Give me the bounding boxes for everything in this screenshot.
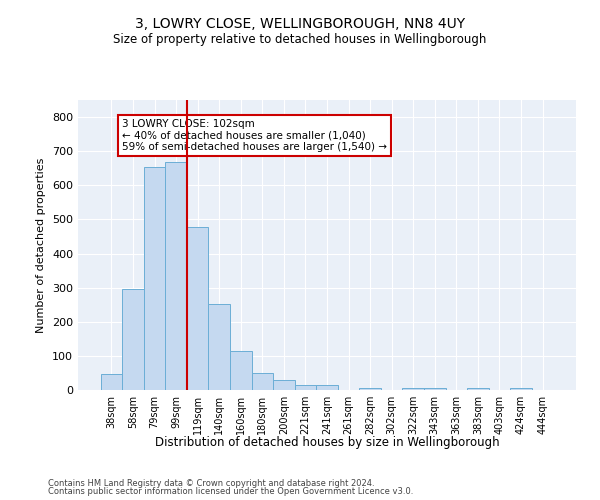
Bar <box>273 380 295 390</box>
Bar <box>316 385 338 390</box>
Bar <box>467 388 488 390</box>
Text: Size of property relative to detached houses in Wellingborough: Size of property relative to detached ho… <box>113 32 487 46</box>
Bar <box>187 228 208 390</box>
Bar <box>510 388 532 390</box>
Bar <box>295 385 316 390</box>
Text: 3, LOWRY CLOSE, WELLINGBOROUGH, NN8 4UY: 3, LOWRY CLOSE, WELLINGBOROUGH, NN8 4UY <box>135 18 465 32</box>
Bar <box>359 388 381 390</box>
Bar <box>122 290 144 390</box>
Bar <box>403 388 424 390</box>
Bar <box>251 374 273 390</box>
Bar <box>166 162 187 390</box>
Bar <box>144 166 166 390</box>
Bar <box>101 374 122 390</box>
Bar <box>424 388 446 390</box>
Bar <box>230 351 251 390</box>
Text: 3 LOWRY CLOSE: 102sqm
← 40% of detached houses are smaller (1,040)
59% of semi-d: 3 LOWRY CLOSE: 102sqm ← 40% of detached … <box>122 119 387 152</box>
Bar <box>208 304 230 390</box>
Text: Distribution of detached houses by size in Wellingborough: Distribution of detached houses by size … <box>155 436 499 449</box>
Text: Contains HM Land Registry data © Crown copyright and database right 2024.: Contains HM Land Registry data © Crown c… <box>48 478 374 488</box>
Y-axis label: Number of detached properties: Number of detached properties <box>37 158 46 332</box>
Text: Contains public sector information licensed under the Open Government Licence v3: Contains public sector information licen… <box>48 487 413 496</box>
